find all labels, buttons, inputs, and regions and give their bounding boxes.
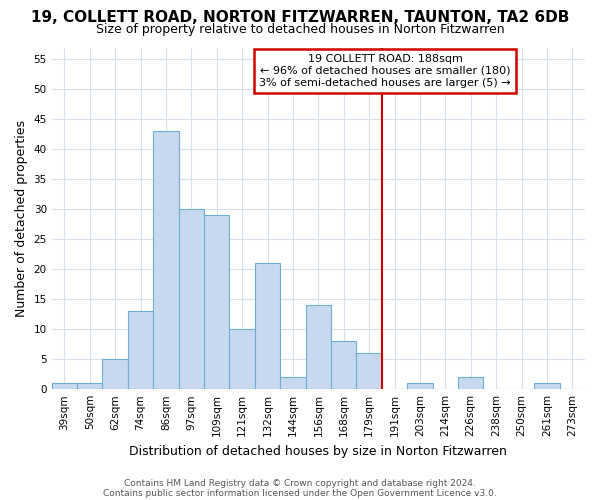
Bar: [52, 383, 77, 389]
X-axis label: Distribution of detached houses by size in Norton Fitzwarren: Distribution of detached houses by size …: [130, 444, 507, 458]
Bar: [204, 216, 229, 389]
Bar: [407, 383, 433, 389]
Bar: [356, 353, 382, 389]
Bar: [229, 329, 255, 389]
Text: 19 COLLETT ROAD: 188sqm
← 96% of detached houses are smaller (180)
3% of semi-de: 19 COLLETT ROAD: 188sqm ← 96% of detache…: [259, 54, 511, 88]
Text: Contains public sector information licensed under the Open Government Licence v3: Contains public sector information licen…: [103, 488, 497, 498]
Text: Size of property relative to detached houses in Norton Fitzwarren: Size of property relative to detached ho…: [95, 22, 505, 36]
Text: 19, COLLETT ROAD, NORTON FITZWARREN, TAUNTON, TA2 6DB: 19, COLLETT ROAD, NORTON FITZWARREN, TAU…: [31, 10, 569, 25]
Bar: [280, 377, 305, 389]
Bar: [458, 377, 484, 389]
Y-axis label: Number of detached properties: Number of detached properties: [15, 120, 28, 317]
Bar: [128, 312, 153, 389]
Bar: [153, 132, 179, 389]
Bar: [534, 383, 560, 389]
Bar: [179, 210, 204, 389]
Text: Contains HM Land Registry data © Crown copyright and database right 2024.: Contains HM Land Registry data © Crown c…: [124, 478, 476, 488]
Bar: [255, 264, 280, 389]
Bar: [305, 306, 331, 389]
Bar: [103, 359, 128, 389]
Bar: [77, 383, 103, 389]
Bar: [331, 341, 356, 389]
